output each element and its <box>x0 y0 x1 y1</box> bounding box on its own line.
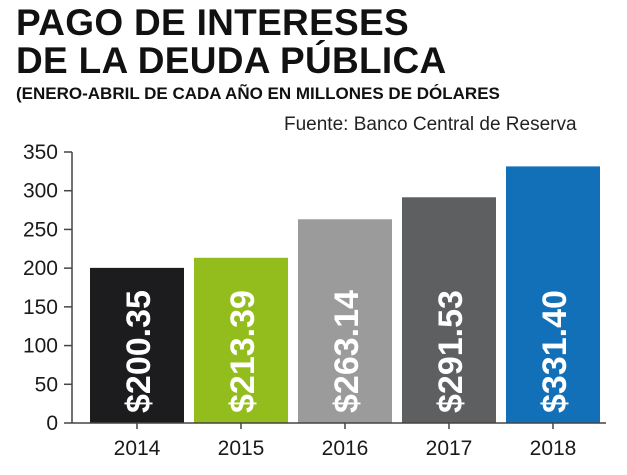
bar-value-label: $200.35 <box>120 290 158 413</box>
x-tick-label: 2015 <box>218 437 265 460</box>
bar-2017 <box>402 197 496 423</box>
y-tick-label: 0 <box>46 412 58 435</box>
bar-2015 <box>194 257 288 423</box>
bar-value-label: $213.39 <box>224 290 262 413</box>
x-tick-label: 2016 <box>322 437 369 460</box>
chart-source: Fuente: Banco Central de Reserva <box>284 114 577 135</box>
chart-title-line-1: PAGO DE INTERESES <box>16 2 409 43</box>
bar-value-label: $331.40 <box>536 290 574 413</box>
chart-title-line-2: DE LA DEUDA PÚBLICA <box>16 40 447 81</box>
chart-title: PAGO DE INTERESES DE LA DEUDA PÚBLICA <box>16 4 447 80</box>
bar-value-label: $291.53 <box>432 290 470 413</box>
y-tick-label: 150 <box>23 296 58 319</box>
y-tick-label: 250 <box>23 218 58 241</box>
chart-subtitle: (ENERO-ABRIL DE CADA AÑO EN MILLONES DE … <box>16 84 500 103</box>
y-tick-label: 100 <box>23 335 58 358</box>
y-tick-label: 200 <box>23 257 58 280</box>
x-tick-label: 2014 <box>114 437 161 460</box>
bar-value-label: $263.14 <box>328 290 366 413</box>
x-tick-label: 2017 <box>426 437 473 460</box>
y-tick-label: 300 <box>23 180 58 203</box>
y-tick-label: 350 <box>23 141 58 164</box>
bar-2018 <box>506 166 600 423</box>
y-tick-label: 50 <box>35 373 58 396</box>
bar-2016 <box>298 219 392 423</box>
bar-2014 <box>90 267 184 423</box>
x-tick-label: 2018 <box>530 437 577 460</box>
